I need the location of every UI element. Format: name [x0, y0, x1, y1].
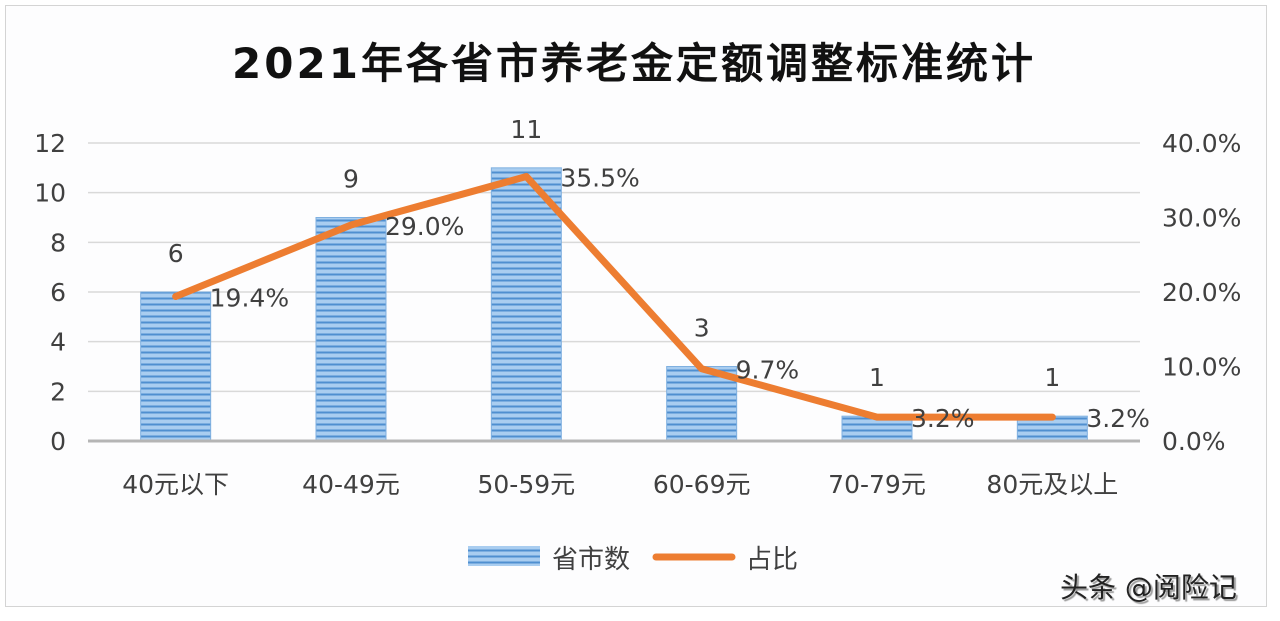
legend-line-label: 占比 — [746, 545, 798, 575]
bar-value-label: 1 — [1044, 363, 1060, 392]
gridlines — [88, 142, 1140, 393]
legend-bar-label: 省市数 — [552, 545, 630, 575]
y-tick-label: 4 — [50, 328, 66, 357]
x-tick-label: 50-59元 — [478, 470, 576, 499]
chart-title: 2021年各省市养老金定额调整标准统计 — [232, 39, 1036, 88]
y-tick-label: 0 — [50, 427, 66, 456]
legend-bar-swatch — [468, 546, 540, 566]
y-tick-label: 6 — [50, 278, 66, 307]
x-axis-labels: 40元以下 40-49元 50-59元 60-69元 70-79元 80元及以上 — [122, 470, 1118, 499]
x-tick-label: 60-69元 — [653, 470, 751, 499]
y-tick-label: 10 — [34, 179, 66, 208]
line-series — [172, 173, 1056, 421]
y2-tick-label: 40.0% — [1162, 129, 1241, 158]
x-tick-label: 70-79元 — [828, 470, 926, 499]
x-tick-label: 40元以下 — [122, 470, 229, 499]
x-tick-label: 40-49元 — [302, 470, 400, 499]
legend: 省市数 占比 — [468, 545, 798, 575]
line-path — [172, 173, 1056, 421]
y2-tick-label: 20.0% — [1162, 278, 1241, 307]
bar — [490, 167, 562, 442]
bar-value-label: 3 — [694, 314, 710, 343]
bar-series — [140, 167, 1088, 442]
bar — [315, 217, 387, 442]
line-value-label: 3.2% — [911, 404, 975, 433]
watermark: 头条 @阅险记 — [1060, 571, 1237, 604]
line-value-label: 3.2% — [1086, 404, 1150, 433]
bar — [140, 291, 212, 442]
line-value-label: 29.0% — [385, 212, 464, 241]
line-value-label: 9.7% — [736, 356, 800, 385]
y2-tick-label: 0.0% — [1162, 427, 1226, 456]
bar-value-label: 9 — [343, 165, 359, 194]
y-tick-label: 8 — [50, 228, 66, 257]
bar-value-label: 11 — [510, 115, 542, 144]
line-value-labels: 19.4% 29.0% 35.5% 9.7% 3.2% 3.2% — [210, 164, 1150, 434]
y-tick-label: 2 — [50, 377, 66, 406]
chart-frame — [5, 5, 1267, 607]
y-axis-left: 0 2 4 6 8 10 12 — [34, 129, 66, 456]
y2-tick-label: 10.0% — [1162, 353, 1241, 382]
y-tick-label: 12 — [34, 129, 66, 158]
bar-value-label: 1 — [869, 363, 885, 392]
bar-value-label: 6 — [168, 239, 184, 268]
x-tick-label: 80元及以上 — [986, 470, 1118, 499]
line-value-label: 19.4% — [210, 283, 289, 312]
y2-tick-label: 30.0% — [1162, 204, 1241, 233]
line-value-label: 35.5% — [560, 164, 639, 193]
y-axis-right: 0.0% 10.0% 20.0% 30.0% 40.0% — [1162, 129, 1241, 456]
